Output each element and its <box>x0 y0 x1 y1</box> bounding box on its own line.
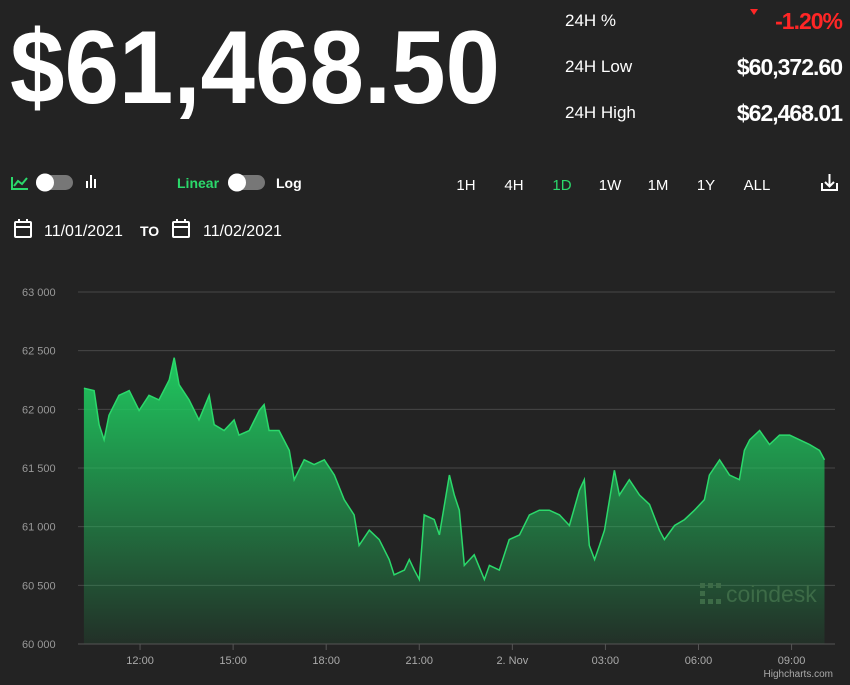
stat-label: 24H High <box>565 103 636 122</box>
x-tick-label: 18:00 <box>312 655 340 667</box>
x-tick-label: 2. Nov <box>496 655 528 667</box>
y-tick-label: 60 000 <box>22 639 56 651</box>
down-triangle <box>750 9 758 15</box>
range-button[interactable]: 1Y <box>697 177 715 194</box>
x-tick-label: 06:00 <box>685 655 713 667</box>
stat-label: 24H % <box>565 11 616 30</box>
y-tick-label: 61 500 <box>22 463 56 475</box>
calendar-icon[interactable] <box>14 219 32 238</box>
date-to[interactable]: 11/02/2021 <box>203 223 282 240</box>
x-tick-label: 12:00 <box>126 655 154 667</box>
x-tick-label: 03:00 <box>592 655 620 667</box>
scale-option[interactable]: Linear <box>177 175 220 191</box>
y-tick-label: 62 000 <box>22 404 56 416</box>
date-separator: TO <box>140 223 159 239</box>
y-tick-label: 60 500 <box>22 580 56 592</box>
price-area <box>83 357 825 644</box>
area-icon[interactable] <box>11 177 28 190</box>
x-tick-label: 09:00 <box>778 655 806 667</box>
stat-value: $62,468.01 <box>737 100 843 126</box>
y-tick-label: 61 000 <box>22 522 56 534</box>
price: $61,468.50 <box>10 10 500 126</box>
range-button[interactable]: 1W <box>599 177 622 194</box>
x-tick-label: 15:00 <box>219 655 247 667</box>
bar-icon[interactable] <box>86 175 96 188</box>
y-tick-label: 63 000 <box>22 287 56 299</box>
range-button[interactable]: 1H <box>456 177 475 194</box>
download-icon[interactable] <box>821 174 838 191</box>
date-from[interactable]: 11/01/2021 <box>44 223 123 240</box>
stat-value: -1.20% <box>775 8 842 34</box>
price-line <box>83 357 826 583</box>
chart-toggle[interactable] <box>36 173 73 192</box>
x-tick-label: 21:00 <box>406 655 434 667</box>
range-button[interactable]: 1M <box>648 177 669 194</box>
stat-value: $60,372.60 <box>737 54 842 80</box>
watermark-icon <box>700 583 721 604</box>
calendar-icon[interactable] <box>172 219 190 238</box>
credit[interactable]: Highcharts.com <box>764 669 833 680</box>
stat-label: 24H Low <box>565 57 633 76</box>
range-button[interactable]: 4H <box>504 177 523 194</box>
range-button[interactable]: 1D <box>552 177 571 194</box>
y-tick-label: 62 500 <box>22 346 56 358</box>
scale-toggle[interactable] <box>228 173 265 192</box>
range-button[interactable]: ALL <box>744 177 771 194</box>
watermark: coindesk <box>726 581 817 607</box>
scale-option[interactable]: Log <box>276 175 302 191</box>
